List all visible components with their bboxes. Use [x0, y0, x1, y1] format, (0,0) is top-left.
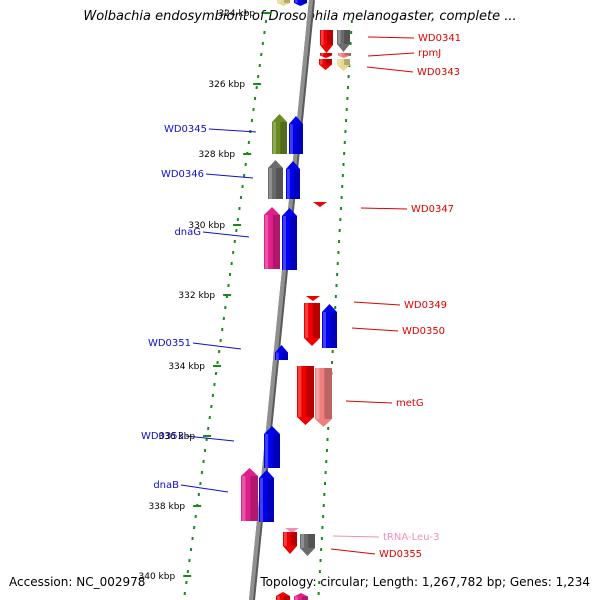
scale-tick-label: 340 kbp: [139, 572, 176, 582]
scale-tick-label: 338 kbp: [148, 502, 185, 512]
wd0347-leader: [360, 207, 408, 210]
wd0343-label[interactable]: WD0343: [417, 67, 460, 78]
trna-leu-3-label[interactable]: tRNA-Leu-3: [383, 532, 439, 543]
wd0341-leader: [367, 36, 415, 39]
gene-metg-partner[interactable]: [297, 366, 314, 425]
gene-wd0349[interactable]: [304, 303, 320, 346]
label-leaders: [180, 36, 415, 555]
dnag-leader: [202, 231, 250, 238]
wd0349-label[interactable]: WD0349: [404, 300, 447, 311]
gene-trna-leu-3[interactable]: [285, 528, 299, 533]
wd0345-leader: [208, 128, 257, 133]
gene-metg[interactable]: [315, 368, 332, 427]
wd0353-label[interactable]: WD0353: [141, 431, 184, 442]
wd0346-leader: [205, 173, 254, 179]
scale-tick-label: 324 kbp: [218, 9, 255, 19]
wd0350-leader: [351, 327, 399, 332]
rpmj-label[interactable]: rpmJ: [418, 48, 441, 59]
gene-dnag[interactable]: [264, 207, 280, 269]
trna-leu-3-leader: [332, 535, 380, 538]
map-title: Wolbachia endosymbiont of Drosophila mel…: [83, 9, 517, 24]
gene-dnab-partner[interactable]: [259, 470, 274, 522]
scale-tick-label: 334 kbp: [168, 362, 205, 372]
gene-bottom-cut-2[interactable]: [294, 593, 308, 600]
gene-dnab[interactable]: [241, 468, 258, 521]
gene-bottom-cut-1[interactable]: [276, 592, 290, 600]
gene-wd0343[interactable]: [337, 59, 350, 71]
wd0341-label[interactable]: WD0341: [418, 33, 461, 44]
scale-tick-label: 328 kbp: [198, 150, 235, 160]
gene-wd0347[interactable]: [313, 202, 327, 207]
wd0350-label[interactable]: WD0350: [402, 326, 445, 337]
scale-tick-label: 336 kbp: [158, 432, 195, 442]
gene-wd0355[interactable]: [283, 532, 297, 554]
gene-wd0353[interactable]: [264, 426, 280, 468]
scale-tick-label: 330 kbp: [188, 221, 225, 231]
gene-wd0349-top[interactable]: [306, 296, 320, 301]
wd0353-leader: [185, 435, 235, 442]
gene-wd0342[interactable]: [319, 59, 332, 70]
gene-wd0346[interactable]: [268, 160, 283, 199]
wd0343-leader: [366, 66, 414, 73]
dnag-label[interactable]: dnaG: [174, 227, 201, 238]
gene-top-cut-2[interactable]: [294, 0, 307, 6]
scale-tick-label: 326 kbp: [208, 80, 245, 90]
accession-label: Accession: NC_002978: [9, 575, 146, 589]
dnab-label[interactable]: dnaB: [153, 480, 179, 491]
wd0351-leader: [192, 342, 242, 350]
metg-leader: [345, 400, 393, 404]
wd0351-label[interactable]: WD0351: [148, 338, 191, 349]
rpmj-leader: [367, 52, 415, 57]
gene-features: [241, 0, 350, 600]
gene-labels: WD0345 WD0346 dnaG WD0351 WD0353 dnaB WD0341 rp…: [141, 33, 461, 560]
gene-wd0351[interactable]: [275, 345, 288, 360]
gene-top-cut-1[interactable]: [277, 0, 290, 6]
wd0355-label[interactable]: WD0355: [379, 549, 422, 560]
gene-rpmj-partner[interactable]: [338, 53, 350, 58]
gene-wd0345[interactable]: [272, 114, 287, 154]
topology-summary: Topology: circular; Length: 1,267,782 bp…: [260, 575, 590, 589]
gene-wd0341-partner[interactable]: [337, 30, 350, 52]
wd0345-label[interactable]: WD0345: [164, 124, 207, 135]
scale-ticks: 324 kbp 326 kbp 328 kbp 330 kbp 332 kbp 334 k…: [139, 9, 272, 582]
wd0347-label[interactable]: WD0347: [411, 204, 454, 215]
wd0346-label[interactable]: WD0346: [161, 169, 204, 180]
wd0355-leader: [330, 548, 376, 555]
gene-wd0341[interactable]: [320, 30, 333, 53]
wd0349-leader: [353, 301, 401, 306]
gene-rpmj[interactable]: [320, 53, 332, 58]
metg-label[interactable]: metG: [396, 398, 424, 409]
gene-wd0350[interactable]: [322, 304, 337, 348]
gene-dnag-partner[interactable]: [282, 208, 297, 270]
gene-wd0355-partner[interactable]: [300, 534, 315, 556]
gene-wd0345-partner[interactable]: [289, 116, 303, 154]
gene-wd0346-partner[interactable]: [286, 161, 300, 199]
dnab-leader: [180, 484, 229, 493]
scale-tick-label: 332 kbp: [178, 291, 215, 301]
